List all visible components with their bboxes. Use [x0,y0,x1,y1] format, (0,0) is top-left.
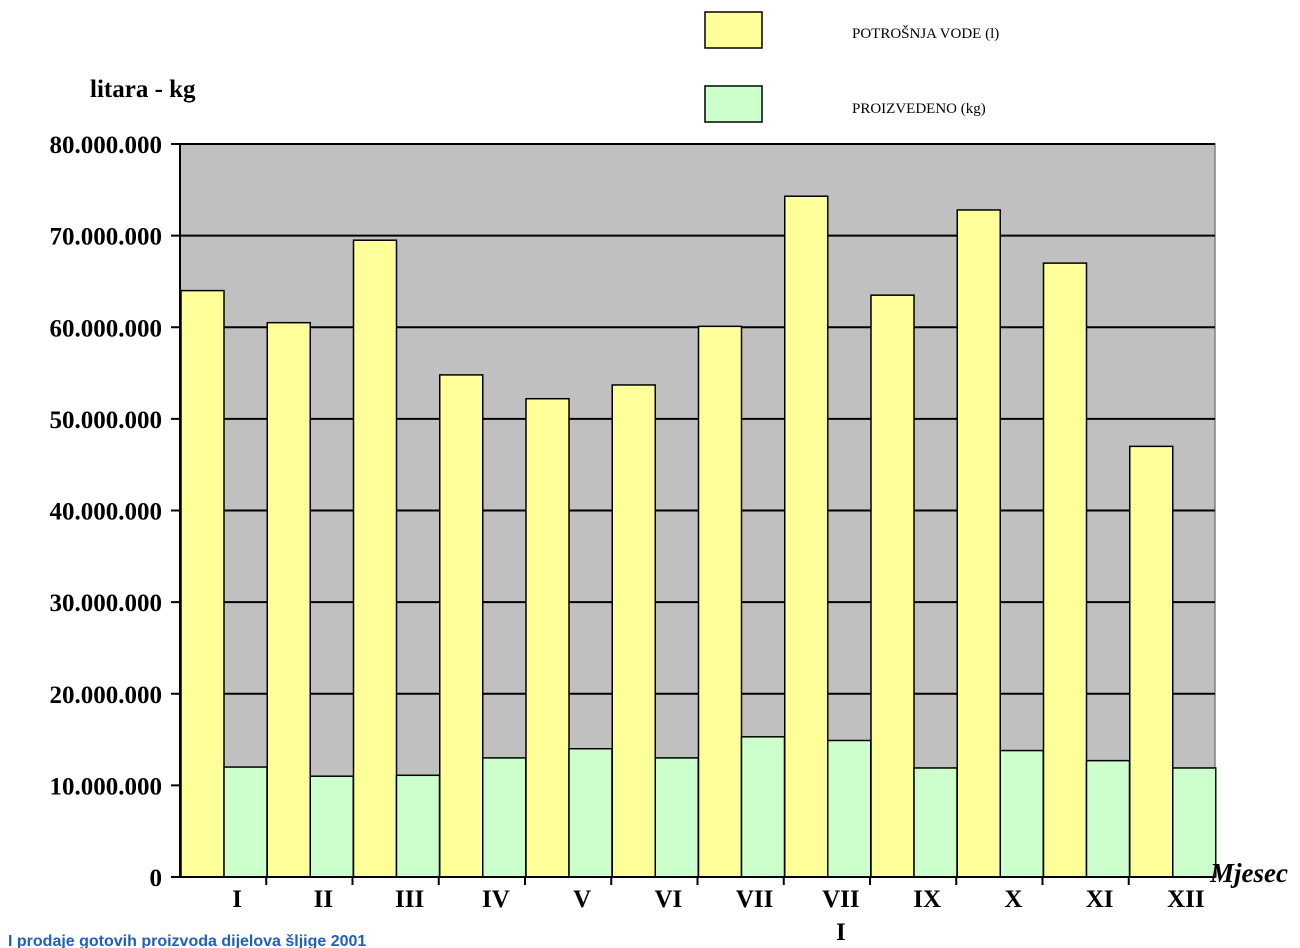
x-tick-label: II [314,886,333,913]
x-tick-label: VII [736,886,774,913]
bar-water [266,321,311,878]
bar-water [1129,445,1174,878]
x-tick-label: I [232,886,242,913]
bar-produced [913,767,958,878]
y-tick-label: 10.000.000 [50,773,163,800]
x-tick-label: XII [1167,886,1205,913]
bar-water [870,294,915,878]
bar-water [180,289,225,878]
bar-produced [1085,759,1131,878]
bar-produced [740,736,786,878]
y-tick-labels: 0 10.000.000 20.000.000 30.000.000 40.000.00… [50,132,163,892]
y-tick-label: 30.000.000 [50,590,163,617]
x-tick-label: IX [913,886,941,913]
bar-water [784,195,829,878]
x-tick-label: VII I [822,886,860,946]
bar-water [525,397,570,878]
bar-produced [827,739,872,878]
y-tick-label: 80.000.000 [50,132,163,159]
legend: POTROŠNJA VODE (l) PROIZVEDENO (kg) [704,11,999,123]
bar-produced [395,774,441,878]
bar-water [352,239,398,878]
x-tick-label: VI [654,886,682,913]
y-tick-label: 0 [150,865,163,892]
bar-water [956,209,1001,878]
y-tick-label: 40.000.000 [50,499,163,526]
legend-label-produced: PROIZVEDENO (kg) [852,101,986,117]
y-tick-label: 20.000.000 [50,682,163,709]
bar-produced [223,766,268,878]
bar-produced [309,775,354,878]
x-tick-label: V [573,886,591,913]
bar-produced [654,757,699,878]
x-tick-label: X [1004,886,1022,913]
bar-produced [482,757,527,878]
bar-water [1042,262,1088,878]
footer-text: I prodaje gotovih proizvoda dijelova šlj… [8,933,366,948]
bar-water [697,325,743,878]
bars [180,195,1217,878]
y-tick-label: 70.000.000 [50,224,163,251]
axes [171,143,1215,885]
x-tick-label: III [395,886,424,913]
legend-swatch-water [704,11,763,49]
x-tick-label: XI [1086,886,1114,913]
y-tick-label: 60.000.000 [50,315,163,342]
y-axis-label: litara - kg [90,76,196,103]
bar-produced [568,747,613,878]
legend-label-water: POTROŠNJA VODE (l) [852,25,999,42]
x-axis-label: Mjesec [1209,858,1288,888]
x-tick-labels: I II III IV V VI VII VII IIX X XI XII [232,886,1204,946]
bar-produced [1172,767,1217,878]
x-tick-label: IV [482,886,510,913]
bar-water [439,374,484,878]
y-tick-label: 50.000.000 [50,407,163,434]
legend-swatch-produced [704,85,763,123]
bar-produced [999,749,1044,878]
bar-water [611,384,656,878]
